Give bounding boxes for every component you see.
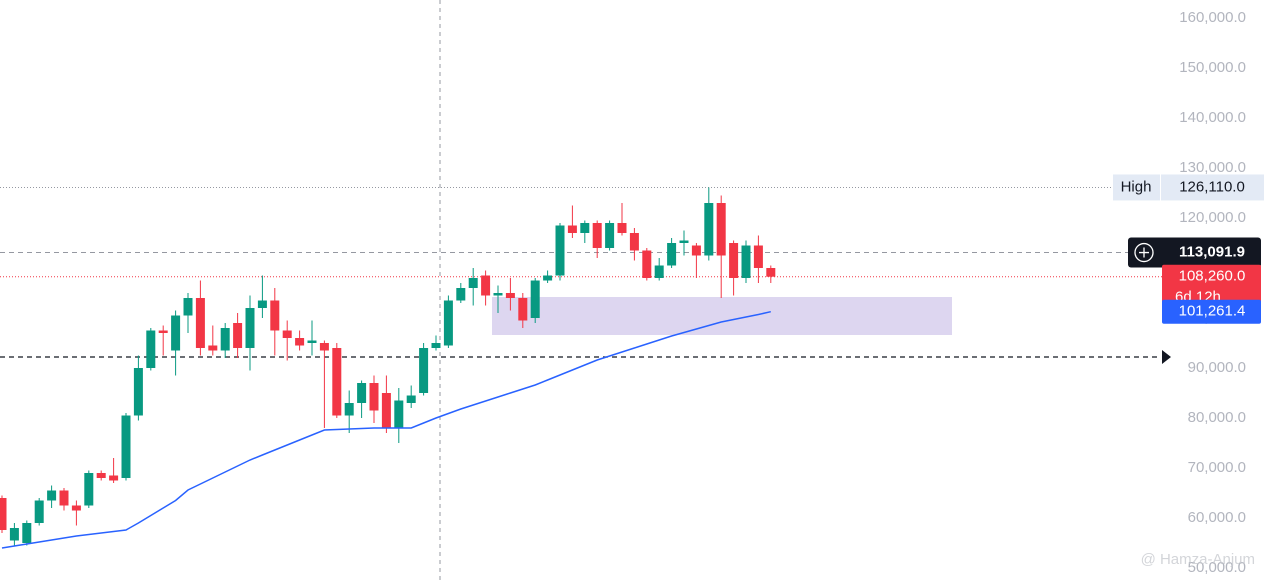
candle-body	[654, 265, 664, 278]
candle-body	[431, 343, 441, 348]
candle-body	[183, 298, 193, 316]
y-tick-label: 60,000.0	[1188, 509, 1246, 526]
candle-body	[419, 348, 429, 393]
candle-body	[592, 223, 602, 248]
candle-body	[381, 393, 391, 428]
candle-body	[282, 330, 292, 338]
last-price: 108,260.0	[1179, 268, 1246, 285]
current-box	[1128, 237, 1261, 268]
high-tag-box	[1113, 174, 1160, 201]
y-tick-label: 130,000.0	[1179, 159, 1246, 176]
candle-body	[109, 475, 119, 481]
candle-body	[319, 343, 329, 351]
candle-body	[543, 275, 553, 281]
candle-body	[295, 338, 305, 346]
y-tick-label: 150,000.0	[1179, 59, 1246, 76]
candle-body	[629, 233, 639, 251]
y-tick-label: 90,000.0	[1188, 359, 1246, 376]
candle-body	[567, 225, 577, 233]
high-tag: High	[1121, 178, 1152, 195]
candle-body	[257, 300, 267, 308]
candle-body	[766, 268, 776, 277]
candle-body	[493, 293, 503, 296]
candle-body	[22, 523, 32, 543]
candle-body	[71, 505, 81, 511]
candle-body	[741, 245, 751, 278]
y-tick-label: 140,000.0	[1179, 109, 1246, 126]
candle-body	[617, 223, 627, 233]
candle-body	[605, 223, 615, 248]
moving-average	[1, 310, 771, 549]
candle-body	[456, 288, 466, 301]
watermark: @ Hamza-Anjum	[1141, 551, 1255, 568]
candle-body	[555, 225, 565, 276]
candle-body	[96, 473, 106, 478]
candle-body	[307, 340, 317, 343]
candle-body	[357, 383, 367, 403]
y-tick-label: 50,000.0	[1188, 559, 1246, 576]
candle-body	[729, 243, 739, 278]
candle-body	[505, 293, 515, 298]
candle-body	[270, 300, 280, 331]
candle-body	[518, 298, 528, 321]
y-tick-label: 160,000.0	[1179, 9, 1246, 26]
candle-body	[406, 395, 416, 403]
candle-body	[121, 415, 131, 478]
candle-body	[530, 280, 540, 318]
high-value-box	[1161, 174, 1264, 201]
high-value: 126,110.0	[1179, 178, 1245, 195]
candle-body	[691, 245, 701, 256]
candle-body	[245, 308, 255, 348]
last-box	[1162, 264, 1261, 310]
candle-body	[642, 250, 652, 278]
candle-body	[468, 278, 478, 288]
candle-body	[679, 240, 689, 243]
candle-body	[481, 275, 491, 296]
ma-value: 101,261.4	[1179, 303, 1246, 320]
candle-body	[704, 203, 714, 256]
candle-body	[344, 403, 354, 416]
candle-body	[34, 500, 44, 523]
candle-body	[195, 298, 205, 348]
level-arrow	[1162, 350, 1171, 364]
candle-body	[0, 498, 7, 530]
candle-body	[233, 323, 243, 348]
candle-body	[716, 203, 726, 256]
candle-body	[394, 400, 404, 428]
candle-body	[47, 490, 57, 501]
add-icon[interactable]	[1134, 242, 1154, 263]
candle-body	[158, 330, 168, 333]
candle-body	[133, 368, 143, 416]
candle-body	[753, 245, 763, 268]
y-tick-label: 70,000.0	[1188, 459, 1246, 476]
add-icon-plus	[1139, 247, 1149, 258]
candle-body	[84, 473, 94, 506]
candle-body	[369, 383, 379, 411]
candle-body	[171, 315, 181, 351]
candle-body	[667, 243, 677, 266]
candle-body	[220, 328, 230, 351]
candle-body	[443, 300, 453, 346]
candle-body	[580, 223, 590, 233]
y-tick-label: 120,000.0	[1179, 209, 1246, 226]
ma-box	[1162, 299, 1261, 324]
candle-body	[332, 348, 342, 416]
current-price: 113,091.9	[1179, 244, 1245, 261]
candle-body	[9, 528, 19, 541]
candle-body	[146, 330, 156, 368]
support-zone	[492, 297, 952, 335]
y-tick-label: 80,000.0	[1188, 409, 1246, 426]
candle-body	[59, 490, 69, 506]
candle-body	[208, 345, 218, 351]
